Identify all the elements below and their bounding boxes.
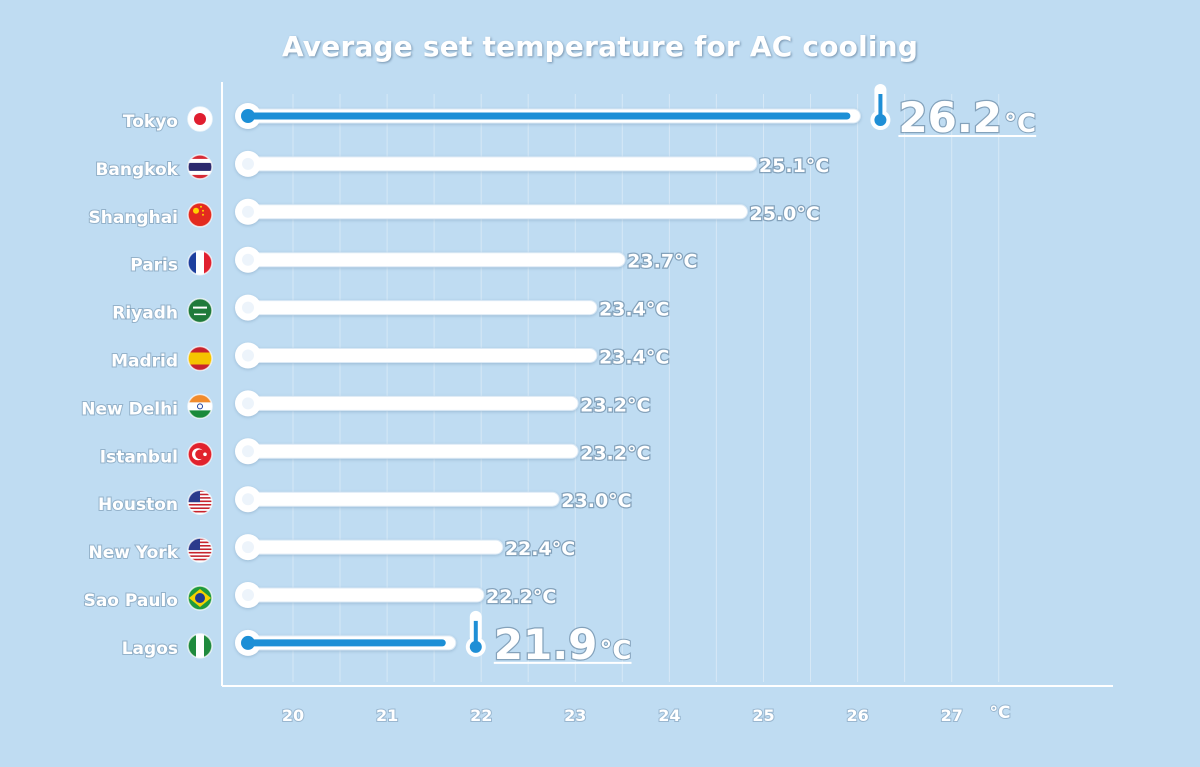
- category-label: Madrid: [111, 352, 178, 372]
- data-label: 23.4°C: [599, 347, 669, 369]
- category-label: Istanbul: [100, 447, 178, 467]
- data-label-unit: °C: [599, 636, 631, 666]
- thermometer-icon: [465, 610, 486, 657]
- france-flag-icon: [187, 249, 213, 276]
- category-label: New Delhi: [81, 399, 178, 419]
- bar: [235, 150, 758, 177]
- x-tick-label: 20: [282, 706, 304, 725]
- bar: [235, 103, 861, 129]
- x-axis-unit: °C: [990, 703, 1011, 723]
- bar: [235, 246, 626, 273]
- nigeria-flag-icon: [187, 633, 213, 659]
- bar: [235, 582, 485, 608]
- bar: [235, 486, 560, 513]
- saudi-arabia-flag-icon: [187, 297, 213, 324]
- category-label: Houston: [98, 495, 178, 515]
- data-label: 23.7°C: [627, 251, 697, 273]
- bar: [235, 534, 504, 561]
- category-label: Paris: [130, 256, 178, 276]
- bar: [235, 629, 457, 656]
- brazil-flag-icon: [187, 585, 213, 611]
- china-flag-icon: [187, 202, 213, 228]
- bar: [235, 198, 748, 225]
- category-label: Bangkok: [95, 160, 178, 180]
- chart-title: Average set temperature for AC cooling: [281, 30, 919, 63]
- data-label: 23.0°C: [561, 490, 631, 512]
- spain-flag-icon: [187, 345, 213, 372]
- bar: [235, 390, 579, 417]
- category-label: Lagos: [122, 639, 178, 659]
- x-tick-label: 23: [564, 706, 586, 725]
- data-label: 26.2: [898, 93, 1002, 142]
- data-label-unit: °C: [1004, 109, 1036, 139]
- category-label: Sao Paulo: [84, 591, 178, 611]
- gridlines: [292, 94, 1000, 682]
- data-label: 22.4°C: [505, 538, 575, 560]
- india-flag-icon: [187, 393, 213, 420]
- x-tick-label: 26: [846, 706, 868, 725]
- x-tick-label: 22: [470, 706, 492, 725]
- data-label: 21.9: [494, 620, 598, 669]
- bar: [235, 438, 579, 465]
- thailand-flag-icon: [187, 154, 213, 180]
- category-label: Tokyo: [123, 112, 178, 132]
- category-label: Shanghai: [89, 208, 179, 228]
- data-label: 25.1°C: [759, 155, 829, 177]
- usa-flag-icon: [187, 489, 213, 515]
- data-label: 23.2°C: [580, 394, 650, 416]
- data-label: 25.0°C: [750, 203, 820, 225]
- x-tick-label: 24: [658, 706, 680, 725]
- category-label: New York: [89, 543, 179, 563]
- category-label: Riyadh: [112, 304, 178, 324]
- japan-flag-icon: [187, 106, 213, 132]
- data-label: 23.4°C: [599, 299, 669, 321]
- x-tick-label: 25: [752, 706, 774, 725]
- x-tick-label: 27: [941, 706, 963, 725]
- thermometer-icon: [870, 84, 891, 130]
- bar: [235, 342, 598, 369]
- usa-flag-icon: [187, 537, 213, 563]
- bars: [235, 103, 861, 656]
- bar: [235, 294, 598, 321]
- turkey-flag-icon: [187, 441, 213, 468]
- axes: 20 21 22 23 24 25 26 27 °C: [221, 82, 1113, 726]
- data-label: 23.2°C: [580, 442, 650, 464]
- data-label: 22.2°C: [486, 586, 556, 608]
- x-tick-label: 21: [376, 706, 398, 725]
